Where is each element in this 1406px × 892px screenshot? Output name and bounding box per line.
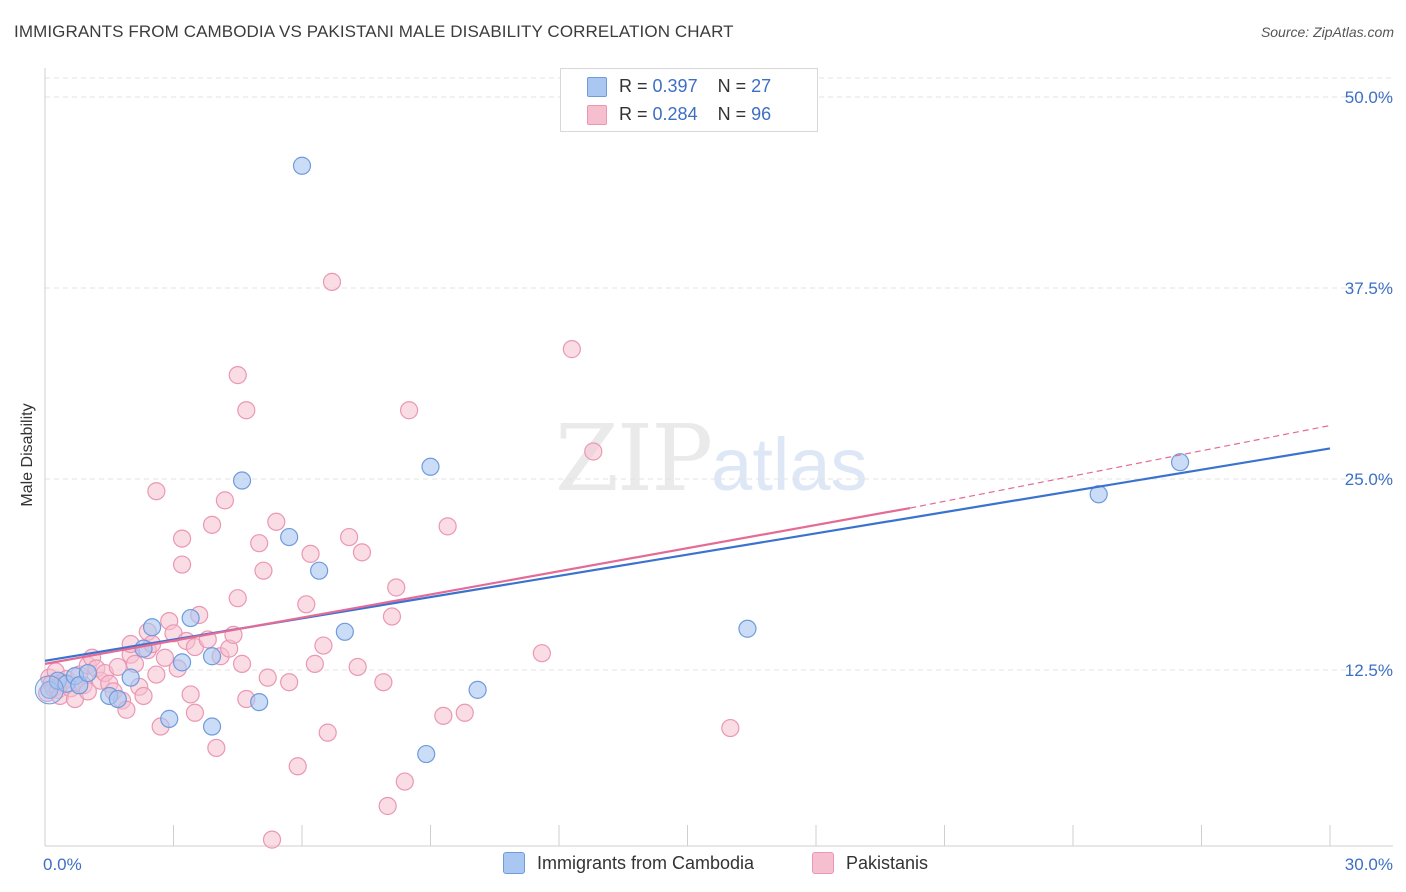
data-point-pakistanis bbox=[280, 673, 299, 692]
data-point-pakistanis bbox=[288, 757, 307, 776]
data-point-pakistanis bbox=[378, 796, 397, 816]
x-tick-label-min: 0.0% bbox=[43, 855, 82, 874]
trend-line-pakistanis bbox=[44, 506, 911, 665]
data-point-pakistanis bbox=[395, 772, 414, 791]
data-point-pakistanis bbox=[228, 365, 247, 385]
data-point-cambodia bbox=[417, 744, 436, 764]
legend-swatch-pakistanis bbox=[587, 105, 607, 125]
legend-row-cambodia: R = 0.397 N = 27 bbox=[587, 74, 771, 98]
watermark-zip: ZIP bbox=[555, 405, 713, 512]
y-tick-label: 37.5% bbox=[1345, 279, 1393, 298]
data-point-pakistanis bbox=[232, 654, 252, 673]
data-point-pakistanis bbox=[305, 654, 324, 673]
data-point-pakistanis bbox=[254, 561, 273, 580]
trend-lines bbox=[44, 424, 1331, 665]
y-tick-label: 12.5% bbox=[1345, 661, 1393, 680]
data-point-pakistanis bbox=[267, 512, 286, 531]
data-point-pakistanis bbox=[721, 718, 740, 738]
data-point-pakistanis bbox=[340, 527, 359, 547]
data-point-pakistanis bbox=[185, 703, 205, 722]
data-point-cambodia bbox=[468, 680, 487, 699]
data-point-pakistanis bbox=[352, 543, 372, 562]
data-point-pakistanis bbox=[374, 673, 393, 692]
data-point-pakistanis bbox=[562, 340, 581, 359]
bottom-legend-swatch-cambodia bbox=[503, 852, 525, 874]
data-point-cambodia bbox=[1170, 453, 1190, 472]
data-point-cambodia bbox=[292, 156, 312, 175]
cambodia-points bbox=[34, 156, 1190, 764]
data-point-pakistanis bbox=[584, 442, 603, 461]
data-point-pakistanis bbox=[348, 657, 367, 677]
y-tick-label: 50.0% bbox=[1345, 88, 1393, 107]
data-point-pakistanis bbox=[455, 703, 474, 722]
data-point-pakistanis bbox=[134, 686, 153, 706]
axes bbox=[44, 68, 1393, 847]
data-point-pakistanis bbox=[314, 636, 333, 655]
data-point-cambodia bbox=[202, 717, 222, 736]
data-point-cambodia bbox=[142, 618, 162, 637]
legend: R = 0.397 N = 27 R = 0.284 N = 96 bbox=[560, 68, 818, 132]
data-point-pakistanis bbox=[301, 544, 320, 563]
legend-row-pakistanis: R = 0.284 N = 96 bbox=[587, 102, 771, 126]
data-point-cambodia bbox=[232, 471, 252, 490]
data-point-pakistanis bbox=[297, 595, 316, 614]
grid-lines bbox=[45, 77, 1393, 671]
tick-labels: 12.5% 25.0% 37.5% 50.0% 0.0% 30.0% bbox=[43, 88, 1393, 874]
data-point-pakistanis bbox=[172, 529, 192, 548]
data-point-pakistanis bbox=[181, 685, 200, 704]
data-point-pakistanis bbox=[318, 723, 337, 742]
data-point-cambodia bbox=[160, 709, 179, 728]
bottom-legend-pakistanis: Pakistanis bbox=[812, 852, 928, 874]
source-label: Source: ZipAtlas.com bbox=[1260, 24, 1394, 40]
data-point-pakistanis bbox=[147, 482, 166, 501]
data-point-pakistanis bbox=[155, 648, 175, 667]
bottom-legend-label-cambodia: Immigrants from Cambodia bbox=[537, 852, 755, 873]
data-point-pakistanis bbox=[258, 668, 277, 687]
watermark: ZIPatlas bbox=[555, 405, 867, 512]
data-point-pakistanis bbox=[387, 578, 406, 597]
data-point-pakistanis bbox=[108, 657, 127, 677]
data-point-cambodia bbox=[335, 622, 354, 641]
data-point-pakistanis bbox=[322, 272, 342, 291]
data-point-pakistanis bbox=[438, 517, 457, 536]
bottom-legend-swatch-pakistanis bbox=[812, 852, 834, 874]
data-point-cambodia bbox=[181, 608, 200, 628]
data-point-cambodia bbox=[310, 561, 329, 580]
data-point-cambodia bbox=[121, 668, 140, 687]
data-point-cambodia bbox=[108, 689, 127, 709]
data-point-pakistanis bbox=[215, 491, 234, 510]
data-point-pakistanis bbox=[382, 607, 402, 626]
data-point-cambodia bbox=[280, 527, 299, 547]
data-point-pakistanis bbox=[202, 515, 222, 534]
data-point-pakistanis bbox=[207, 738, 226, 758]
watermark-atlas: atlas bbox=[711, 423, 868, 506]
data-point-cambodia bbox=[202, 647, 222, 666]
bottom-legend-cambodia: Immigrants from Cambodia bbox=[503, 852, 754, 874]
legend-swatch-cambodia bbox=[587, 77, 607, 97]
data-point-cambodia bbox=[172, 653, 192, 672]
data-point-pakistanis bbox=[250, 534, 269, 553]
data-point-pakistanis bbox=[399, 401, 419, 420]
data-point-cambodia bbox=[78, 663, 97, 683]
bottom-legend-label-pakistanis: Pakistanis bbox=[846, 852, 929, 873]
data-point-cambodia bbox=[421, 457, 440, 476]
trend-line-pakistanis-extension bbox=[910, 424, 1331, 509]
chart-title: IMMIGRANTS FROM CAMBODIA VS PAKISTANI MA… bbox=[14, 22, 734, 41]
data-point-pakistanis bbox=[147, 665, 166, 684]
data-point-cambodia bbox=[250, 692, 269, 712]
data-point-pakistanis bbox=[228, 589, 247, 608]
data-point-cambodia-cluster bbox=[34, 675, 64, 705]
data-point-pakistanis bbox=[434, 706, 453, 725]
legend-text-pakistanis: R = 0.284 N = 96 bbox=[619, 103, 772, 124]
data-point-pakistanis bbox=[172, 555, 192, 574]
data-point-pakistanis bbox=[237, 401, 256, 420]
y-tick-label: 25.0% bbox=[1345, 470, 1393, 489]
x-tick-label-max: 30.0% bbox=[1345, 855, 1393, 874]
legend-text-cambodia: R = 0.397 N = 27 bbox=[619, 75, 772, 96]
data-point-pakistanis bbox=[532, 644, 551, 663]
data-point-pakistanis bbox=[262, 830, 282, 849]
data-point-cambodia bbox=[738, 619, 757, 638]
pakistanis-points bbox=[38, 272, 740, 849]
